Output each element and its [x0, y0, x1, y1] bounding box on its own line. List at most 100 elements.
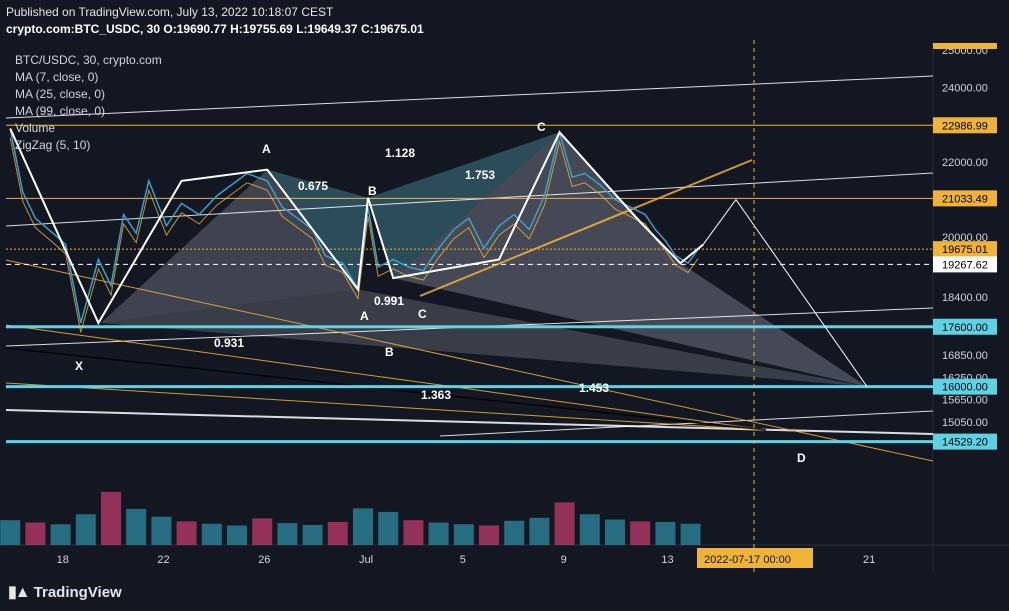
legend-volume[interactable]: Volume — [15, 121, 56, 135]
pattern-point-label: A — [262, 142, 271, 156]
time-axis-tick: 18 — [57, 554, 69, 566]
volume-bar — [504, 520, 525, 545]
price-series-line — [9, 128, 699, 324]
tradingview-logo-icon: ▮▲ — [8, 584, 31, 601]
volume-bar — [101, 491, 121, 545]
ohlc-l-value: 19649.37 — [307, 22, 358, 36]
pattern-point-label: C — [537, 120, 546, 134]
ohlc-c-label: C: — [360, 22, 374, 36]
pattern-triangle-bcd — [368, 132, 560, 279]
time-axis-date-marker: 2022-07-17 00:00 — [704, 554, 791, 566]
pattern-triangle-xab — [100, 169, 358, 324]
trend-line — [5, 409, 934, 435]
volume-bar — [50, 524, 71, 545]
price-level-badge — [933, 378, 997, 395]
pattern-triangle-cd — [393, 132, 867, 387]
projection-line — [702, 198, 868, 387]
volume-bar — [75, 514, 96, 545]
price-axis-tick: 15050.00 — [942, 417, 988, 429]
trend-line — [5, 324, 767, 431]
ohlc-l-label: L: — [296, 22, 308, 36]
ohlc-o-label: O: — [163, 22, 177, 36]
symbol-label: crypto.com:BTC_USDC, 30 — [6, 22, 161, 36]
volume-bar — [479, 525, 499, 545]
zigzag-line — [9, 128, 704, 326]
fib-ratio-label: 0.931 — [214, 336, 244, 350]
time-axis-tick: 9 — [561, 554, 567, 566]
volume-bar — [529, 517, 550, 545]
volume-bar — [277, 523, 298, 545]
volume-bar — [25, 522, 46, 545]
volume-bar — [327, 521, 348, 545]
published-note: Published on TradingView.com, July 13, 2… — [6, 5, 334, 19]
ohlc-h-value: 19755.69 — [242, 22, 293, 36]
tradingview-logo[interactable]: ▮▲ TradingView — [8, 582, 122, 602]
volume-bar — [302, 524, 323, 545]
trend-line — [419, 159, 753, 297]
price-level-badge — [933, 117, 997, 134]
price-level-label: 16000.00 — [942, 382, 988, 394]
volume-bar — [630, 521, 651, 545]
volume-bar — [453, 524, 474, 545]
fib-ratio-label: 0.991 — [374, 294, 404, 308]
price-axis-tick: 15650.00 — [942, 395, 988, 407]
time-axis-tick: 26 — [258, 554, 270, 566]
volume-bar — [353, 508, 373, 545]
price-axis-tick: 20000.00 — [942, 232, 988, 244]
volume-bar — [227, 525, 247, 545]
pattern-point-label: B — [368, 184, 377, 198]
legend-title[interactable]: BTC/USDC, 30, crypto.com — [15, 53, 162, 67]
ohlc-c-value: 19675.01 — [373, 22, 424, 36]
fib-ratio-label: 1.753 — [465, 168, 495, 182]
volume-bar — [579, 514, 600, 545]
volume-bar — [655, 521, 676, 545]
volume-bar — [151, 516, 172, 545]
pattern-triangle-xd — [100, 289, 868, 387]
volume-bar — [428, 522, 449, 545]
price-axis-tick: 18400.00 — [942, 292, 988, 304]
volume-bar — [252, 518, 273, 545]
tradingview-brand: TradingView — [33, 583, 122, 601]
time-axis-tick: 13 — [661, 554, 673, 566]
ohlc-o-value: 19690.77 — [176, 22, 227, 36]
fib-ratio-label: 1.453 — [579, 381, 609, 395]
trend-line — [5, 75, 934, 119]
pattern-point-label: A — [360, 309, 369, 323]
legend-ma99[interactable]: MA (99, close, 0) — [15, 104, 106, 118]
time-axis-tick: Jul — [359, 554, 373, 566]
price-level-label: 21033.49 — [942, 193, 988, 205]
price-level-badge — [933, 433, 997, 450]
ma-series-line — [9, 137, 699, 333]
price-level-label: 19267.62 — [942, 259, 988, 271]
pattern-point-label: C — [418, 307, 427, 321]
fib-ratio-label: 1.128 — [385, 146, 415, 160]
pattern-point-label: X — [75, 359, 83, 373]
fib-ratio-label: 1.363 — [421, 388, 451, 402]
trend-line — [5, 347, 767, 431]
volume-bar — [201, 523, 222, 545]
time-axis-tick: 5 — [460, 554, 466, 566]
time-axis-tick: 21 — [863, 554, 875, 566]
price-level-badge — [933, 256, 997, 273]
fib-ratio-label: 0.675 — [298, 179, 328, 193]
pattern-triangle-abc — [267, 169, 369, 290]
trend-line — [5, 259, 934, 462]
volume-bar — [126, 508, 147, 545]
legend-ma25[interactable]: MA (25, close, 0) — [15, 87, 106, 101]
top-price-badge — [933, 43, 997, 49]
price-level-badge — [933, 318, 997, 335]
legend-zigzag[interactable]: ZigZag (5, 10) — [15, 138, 91, 152]
volume-bar — [0, 520, 21, 545]
price-level-label: 22986.99 — [942, 120, 988, 132]
price-axis-tick: 16850.00 — [942, 350, 988, 362]
price-level-label: 19675.01 — [942, 244, 988, 256]
legend-ma7[interactable]: MA (7, close, 0) — [15, 70, 99, 84]
symbol-ohlc-line: crypto.com:BTC_USDC, 30 O:19690.77 H:197… — [6, 22, 424, 36]
price-level-label: 14529.20 — [942, 437, 988, 449]
price-level-badge — [933, 190, 997, 207]
volume-bar — [554, 502, 575, 545]
volume-bar — [176, 521, 197, 545]
